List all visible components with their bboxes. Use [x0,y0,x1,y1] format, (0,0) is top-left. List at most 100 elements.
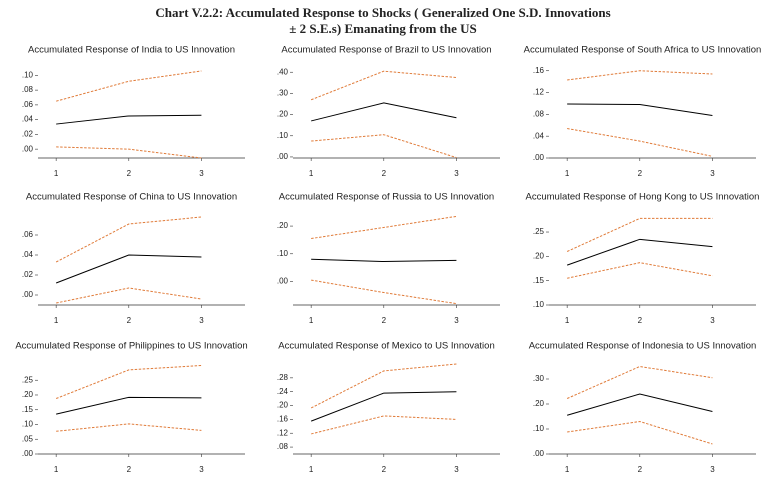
x-tick-label: 1 [309,316,314,325]
x-tick-label: 2 [127,316,132,325]
line-series [56,146,202,159]
line-series [311,415,457,435]
line-series [567,128,713,157]
x-tick-label: 2 [127,465,132,474]
y-tick-label: .08 [533,109,545,118]
chart-title: Accumulated Response of South Africa to … [524,45,762,56]
y-tick-label: .12 [277,428,289,437]
y-tick-label: .16 [277,414,289,423]
y-tick-label: .10 [22,420,34,429]
line-series [566,217,713,252]
x-tick-label: 3 [710,316,715,325]
y-tick-label: .20 [22,390,34,399]
y-tick-label: .10 [277,249,289,258]
y-tick-label: .20 [533,251,545,260]
x-tick-label: 1 [54,169,59,178]
chart-title: Accumulated Response of Russia to US Inn… [279,192,494,203]
x-tick-label: 3 [710,169,715,178]
y-tick-label: .15 [533,276,545,285]
y-tick-label: .00 [22,290,34,299]
x-tick-label: 2 [127,169,132,178]
figure-title: Chart V.2.2: Accumulated Response to Sho… [155,5,610,20]
chart-title: Accumulated Response of China to US Inno… [26,192,237,203]
x-tick-label: 1 [565,316,570,325]
line-series [56,114,202,125]
y-tick-label: .28 [277,373,289,382]
x-tick-label: 3 [454,465,459,474]
y-tick-label: .06 [22,230,34,239]
y-tick-label: .10 [277,131,289,140]
chart-title: Accumulated Response of Indonesia to US … [529,341,757,352]
x-tick-label: 2 [382,465,387,474]
y-tick-label: .24 [277,387,289,396]
line-series [567,103,713,116]
line-series [55,254,202,284]
y-tick-label: .04 [22,250,34,259]
y-tick-label: .00 [277,277,289,286]
y-tick-label: .20 [277,221,289,230]
line-series [55,216,202,263]
line-series [56,287,202,304]
y-tick-label: .00 [533,153,545,162]
y-tick-label: .02 [22,130,34,139]
x-tick-label: 2 [382,169,387,178]
x-tick-label: 3 [199,316,204,325]
figure-subtitle: ± 2 S.E.s) Emanating from the US [289,21,476,36]
y-tick-label: .40 [277,67,289,76]
line-series [311,279,457,305]
chart-title: Accumulated Response of Mexico to US Inn… [278,341,495,352]
chart-title: Accumulated Response of Philippines to U… [15,341,247,352]
y-tick-label: .20 [277,401,289,410]
line-series [56,70,202,102]
chart-title: Accumulated Response of Brazil to US Inn… [281,45,491,56]
y-tick-label: .25 [533,227,545,236]
y-tick-label: .04 [22,115,34,124]
x-tick-label: 1 [54,316,59,325]
line-series [56,423,202,432]
y-tick-label: .30 [533,374,545,383]
x-tick-label: 3 [454,169,459,178]
y-tick-label: .10 [22,70,34,79]
y-tick-label: .10 [533,424,545,433]
x-tick-label: 1 [565,465,570,474]
line-series [566,365,713,399]
chart-title: Accumulated Response of Hong Kong to US … [526,192,760,203]
x-tick-label: 1 [54,465,59,474]
line-series [310,70,457,101]
x-tick-label: 3 [199,465,204,474]
y-tick-label: .25 [22,375,34,384]
y-tick-label: .15 [22,405,34,414]
x-tick-label: 2 [382,316,387,325]
chart-title: Accumulated Response of India to US Inno… [28,45,235,56]
x-tick-label: 3 [199,169,204,178]
y-tick-label: .04 [533,131,545,140]
y-tick-label: .06 [22,100,34,109]
y-tick-label: .00 [533,449,545,458]
y-tick-label: .30 [277,89,289,98]
line-series [310,363,457,409]
x-tick-label: 3 [710,465,715,474]
line-series [567,393,713,416]
line-series [567,420,713,445]
line-series [55,364,202,399]
line-series [311,215,457,240]
line-series [311,258,457,263]
x-tick-label: 1 [309,169,314,178]
y-tick-label: .02 [22,270,34,279]
line-series [56,396,202,415]
y-tick-label: .20 [277,110,289,119]
x-tick-label: 2 [638,316,643,325]
x-tick-label: 2 [638,465,643,474]
line-series [567,70,713,81]
line-series [566,238,713,266]
y-tick-label: .08 [22,85,34,94]
x-tick-label: 1 [309,465,314,474]
y-tick-label: .00 [277,152,289,161]
y-tick-label: .16 [533,66,545,75]
line-series [311,102,457,122]
y-tick-label: .10 [533,300,545,309]
line-series [311,134,457,159]
y-tick-label: .05 [22,434,34,443]
x-tick-label: 3 [454,316,459,325]
